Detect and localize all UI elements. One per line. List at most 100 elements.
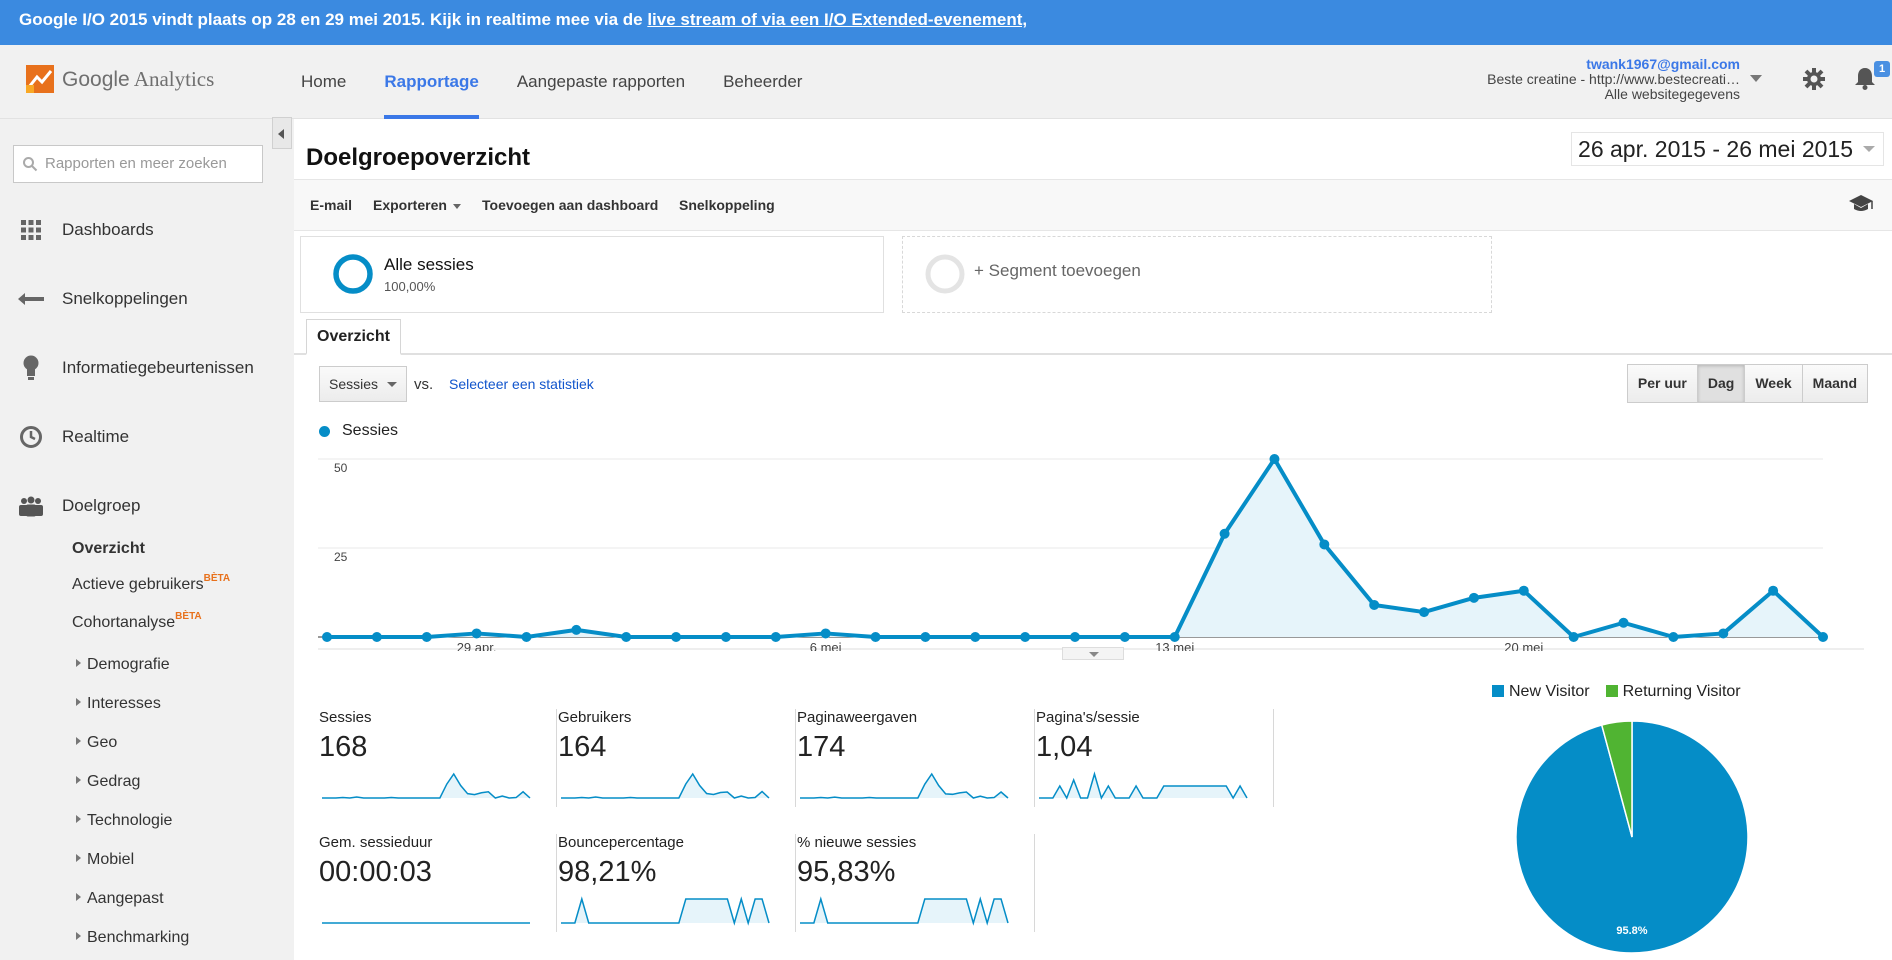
main-content: Doelgroepoverzicht 26 apr. 2015 - 26 mei…: [294, 119, 1892, 960]
kpi-label: Gebruikers: [558, 709, 632, 726]
sidebar-tree-aangepast[interactable]: Aangepast: [76, 890, 164, 908]
kpi-label: Bouncepercentage: [558, 834, 684, 851]
export-button[interactable]: Exporteren: [373, 180, 461, 230]
legend-series-label: Sessies: [342, 422, 399, 439]
chart-legend: Sessies: [319, 422, 398, 440]
sidebar-tree-mobiel[interactable]: Mobiel: [76, 851, 134, 869]
data-point: [1468, 592, 1479, 603]
vs-label: vs.: [414, 376, 434, 393]
data-point: [421, 632, 432, 642]
y-tick-label: 50: [334, 461, 348, 475]
email-button[interactable]: E-mail: [310, 197, 353, 213]
segment-all-sessions[interactable]: Alle sessies 100,00%: [300, 236, 884, 313]
data-point: [820, 628, 831, 639]
sparkline-line: [322, 772, 531, 799]
search-placeholder: Rapporten en meer zoeken: [45, 155, 227, 172]
graduation-cap-icon[interactable]: [1848, 193, 1874, 213]
add-to-dashboard-button[interactable]: Toevoegen aan dashboard: [482, 197, 659, 213]
data-point: [521, 632, 532, 642]
nav-rapportage[interactable]: Rapportage: [365, 45, 497, 119]
data-point: [471, 628, 482, 639]
sidebar-tree-gedrag[interactable]: Gedrag: [76, 773, 140, 791]
sidebar-sub-overzicht[interactable]: Overzicht: [72, 540, 145, 557]
kpi-label: % nieuwe sessies: [797, 834, 917, 851]
tab-overzicht[interactable]: Overzicht: [306, 319, 401, 355]
tab-underline: [294, 353, 1892, 355]
sparkline-area: [800, 774, 1008, 798]
sidebar-tree-benchmarking[interactable]: Benchmarking: [76, 929, 189, 947]
search-input[interactable]: Rapporten en meer zoeken: [13, 145, 263, 183]
sidebar-tree-interesses[interactable]: Interesses: [76, 695, 161, 713]
nav-home[interactable]: Home: [301, 72, 347, 91]
data-point: [1768, 585, 1779, 596]
kpi-sparkline: [561, 896, 770, 926]
sidebar-item-snelkoppelingen[interactable]: Snelkoppelingen: [0, 279, 294, 319]
sidebar-tree-technologie[interactable]: Technologie: [76, 812, 172, 830]
data-point: [1219, 528, 1230, 539]
period-dag[interactable]: Dag: [1697, 365, 1746, 402]
sparkline-area: [800, 899, 1008, 923]
sidebar-sub-actieve-gebruikers[interactable]: Actieve gebruikersBÈTA: [72, 573, 231, 593]
select-statistic-link[interactable]: Selecteer een statistiek: [449, 376, 594, 392]
date-range-picker[interactable]: 26 apr. 2015 - 26 mei 2015: [1571, 132, 1884, 166]
notification-count-badge[interactable]: 1: [1874, 61, 1890, 77]
sparkline-area: [322, 774, 530, 798]
x-tick-label: 29 apr.: [457, 640, 497, 651]
kpi-value: 98,21%: [558, 856, 657, 888]
kpi-gem-sessieduur[interactable]: Gem. sessieduur 00:00:03: [319, 834, 557, 932]
period-week[interactable]: Week: [1745, 365, 1803, 402]
sparkline-area: [561, 774, 769, 798]
sidebar-item-label: Realtime: [62, 427, 130, 446]
kpi-gebruikers[interactable]: Gebruikers 164: [558, 709, 796, 807]
empty-segment-ring-icon: [925, 254, 965, 294]
kpi-value: 95,83%: [797, 856, 896, 888]
shortcut-button[interactable]: Snelkoppeling: [679, 197, 775, 213]
kpi-bouncepercentage[interactable]: Bouncepercentage 98,21%: [558, 834, 796, 932]
sidebar: Rapporten en meer zoeken Dashboards Snel…: [0, 119, 294, 960]
data-point: [1369, 599, 1380, 610]
sidebar-item-informatiegebeurtenissen[interactable]: Informatiegebeurtenissen: [0, 348, 294, 388]
metric-select[interactable]: Sessies: [319, 366, 407, 402]
sidebar-tree-geo[interactable]: Geo: [76, 734, 117, 752]
notification-bell-icon[interactable]: [1852, 65, 1878, 91]
kpi-paginaweergaven[interactable]: Paginaweergaven 174: [797, 709, 1035, 807]
account-email: twank1967@gmail.com: [1586, 56, 1740, 72]
kpi-label: Gem. sessieduur: [319, 834, 433, 851]
data-point: [1070, 632, 1080, 642]
sidebar-collapse-button[interactable]: [272, 117, 292, 149]
account-selector[interactable]: twank1967@gmail.com Beste creatine - htt…: [1487, 57, 1740, 102]
logo-text: Google Analytics: [62, 66, 215, 91]
sidebar-item-doelgroep[interactable]: Doelgroep: [0, 486, 294, 526]
x-tick-label: 20 mei: [1504, 640, 1543, 651]
kpi-sessies[interactable]: Sessies 168: [319, 709, 557, 807]
period-per-uur[interactable]: Per uur: [1627, 365, 1698, 402]
announcement-banner: Google I/O 2015 vindt plaats op 28 en 29…: [0, 0, 1892, 45]
page-title: Doelgroepoverzicht: [306, 144, 531, 171]
kpi-nieuwe-sessies[interactable]: % nieuwe sessies 95,83%: [797, 834, 1035, 932]
sidebar-tree-demografie[interactable]: Demografie: [76, 656, 170, 674]
kpi-sparkline: [322, 922, 530, 924]
data-point: [371, 632, 382, 642]
sparkline-area: [561, 899, 769, 923]
sessions-line-chart: 25 50 29 apr. 6 mei 13 mei 20 mei: [318, 454, 1864, 651]
x-tick-label: 13 mei: [1155, 640, 1194, 651]
gear-icon[interactable]: [1802, 67, 1826, 91]
data-point: [1020, 632, 1031, 642]
period-maand[interactable]: Maand: [1802, 365, 1867, 402]
sidebar-item-realtime[interactable]: Realtime: [0, 417, 294, 457]
grid-icon: [21, 220, 41, 240]
sidebar-sub-cohortanalyse[interactable]: CohortanalyseBÈTA: [72, 611, 202, 631]
chart-resize-handle[interactable]: [1062, 647, 1124, 660]
data-point: [1169, 632, 1180, 642]
account-dropdown-icon[interactable]: [1750, 75, 1762, 82]
google-analytics-logo[interactable]: Google Analytics: [26, 65, 214, 93]
sidebar-item-dashboards[interactable]: Dashboards: [0, 210, 294, 250]
kpi-paginas-per-sessie[interactable]: Pagina's/sessie 1,04: [1036, 709, 1274, 807]
data-point: [1269, 454, 1280, 464]
nav-aangepaste-rapporten[interactable]: Aangepaste rapporten: [516, 72, 686, 91]
nav-beheerder[interactable]: Beheerder: [723, 72, 803, 91]
add-segment-button[interactable]: + Segment toevoegen: [902, 236, 1492, 313]
sparkline-line: [561, 896, 770, 926]
sidebar-item-label: Informatiegebeurtenissen: [62, 358, 254, 377]
banner-link[interactable]: live stream of via een I/O Extended-even…: [647, 10, 1028, 29]
